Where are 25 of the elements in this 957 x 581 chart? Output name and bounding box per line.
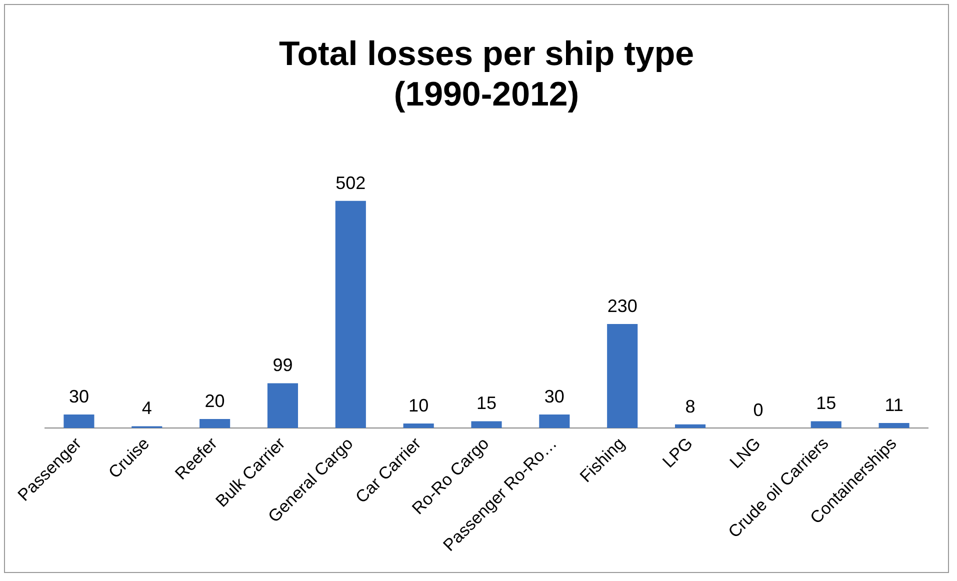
data-label: 20 [204,390,225,411]
data-label: 230 [607,296,638,316]
data-label: 8 [685,396,696,416]
data-label: 15 [816,393,836,414]
bar [810,421,842,428]
bar [403,423,434,428]
bar [200,418,230,428]
data-label: 4 [142,398,152,418]
data-label: 99 [272,355,293,376]
bar [64,414,94,428]
data-label: 10 [408,395,429,416]
bar [878,423,910,428]
data-label: 15 [476,393,497,414]
data-label: 30 [68,386,89,406]
bar [607,324,638,428]
bar [335,200,366,428]
data-label: 30 [544,386,564,406]
bar [471,421,502,428]
bar [674,424,706,428]
bar [267,383,298,428]
bar [539,414,570,428]
data-label: 0 [753,400,764,420]
data-label: 502 [336,172,366,193]
chart-title: Total losses per ship type (1990-2012) [278,34,694,114]
data-label: 11 [884,395,904,416]
